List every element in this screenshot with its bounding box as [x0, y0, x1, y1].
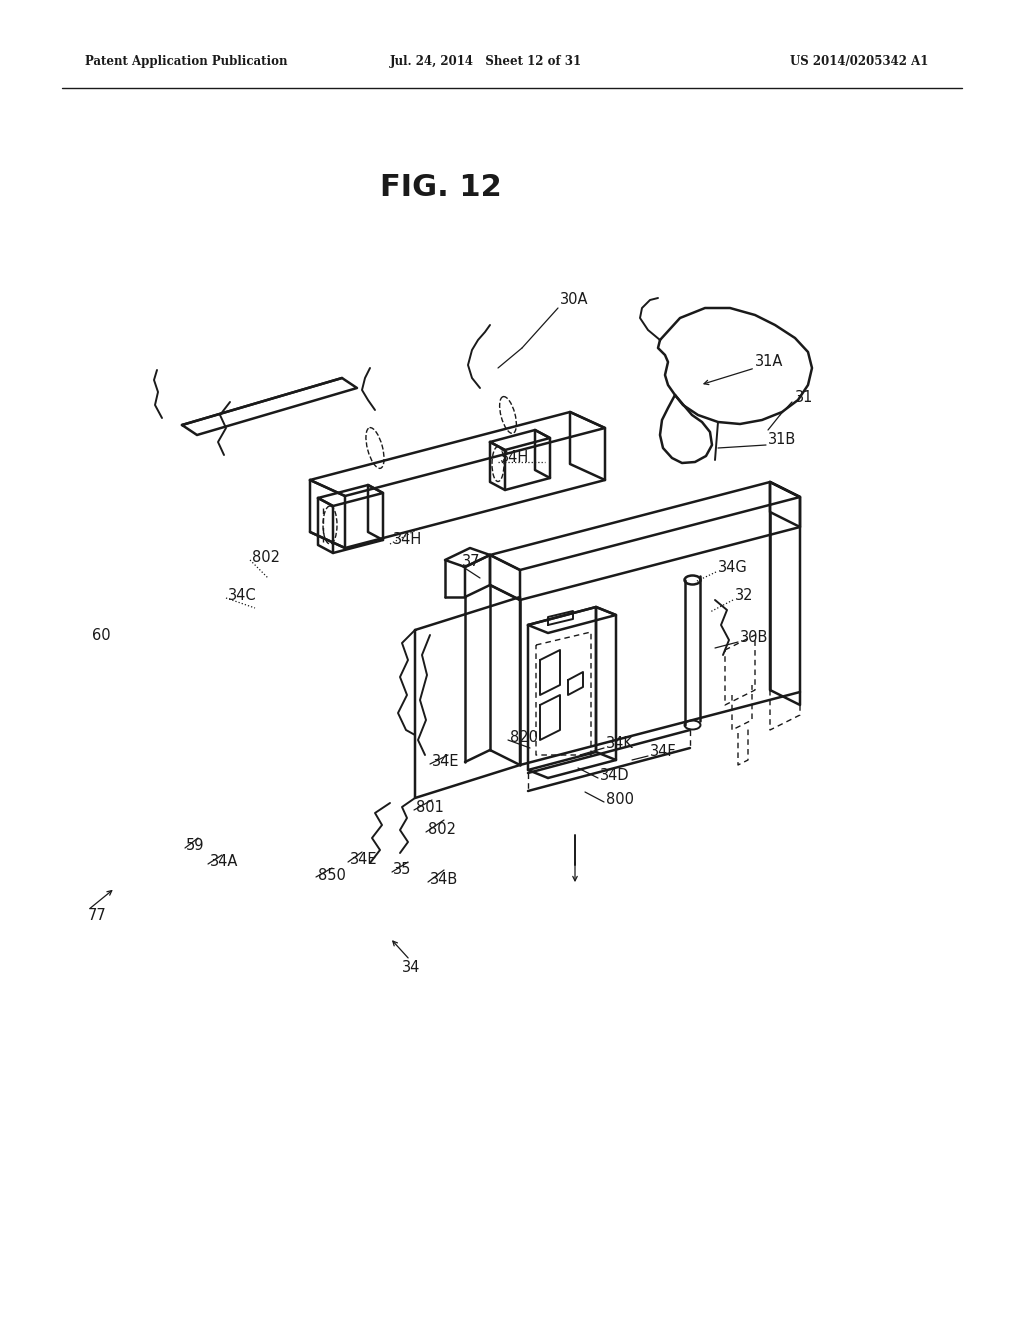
Text: 800: 800: [606, 792, 634, 808]
Text: 34H: 34H: [500, 450, 529, 466]
Text: 59: 59: [186, 837, 205, 853]
Text: 850: 850: [318, 867, 346, 883]
Text: 34A: 34A: [210, 854, 239, 870]
Text: Jul. 24, 2014   Sheet 12 of 31: Jul. 24, 2014 Sheet 12 of 31: [390, 55, 582, 69]
Text: 34G: 34G: [718, 561, 748, 576]
Text: 35: 35: [393, 862, 412, 878]
Text: 34C: 34C: [228, 589, 257, 603]
Text: 802: 802: [428, 822, 456, 837]
Text: 34E: 34E: [432, 755, 460, 770]
Text: 34D: 34D: [600, 768, 630, 784]
Text: 32: 32: [735, 589, 754, 603]
Text: 77: 77: [88, 908, 106, 924]
Text: 37: 37: [462, 554, 480, 569]
Text: 34B: 34B: [430, 873, 459, 887]
Text: Patent Application Publication: Patent Application Publication: [85, 55, 288, 69]
Text: 801: 801: [416, 800, 443, 816]
Text: 34H: 34H: [393, 532, 422, 548]
Text: 30B: 30B: [740, 631, 768, 645]
Text: FIG. 12: FIG. 12: [380, 173, 502, 202]
Text: 31B: 31B: [768, 433, 797, 447]
Text: 820: 820: [510, 730, 538, 746]
Text: 30A: 30A: [560, 293, 589, 308]
Text: 34E: 34E: [350, 853, 378, 867]
Text: 60: 60: [92, 628, 111, 644]
Text: 34K: 34K: [606, 737, 634, 751]
Text: 31: 31: [795, 391, 813, 405]
Text: 802: 802: [252, 550, 280, 565]
Text: 34: 34: [402, 961, 421, 975]
Text: 34F: 34F: [650, 744, 677, 759]
Text: US 2014/0205342 A1: US 2014/0205342 A1: [790, 55, 929, 69]
Text: 31A: 31A: [755, 355, 783, 370]
